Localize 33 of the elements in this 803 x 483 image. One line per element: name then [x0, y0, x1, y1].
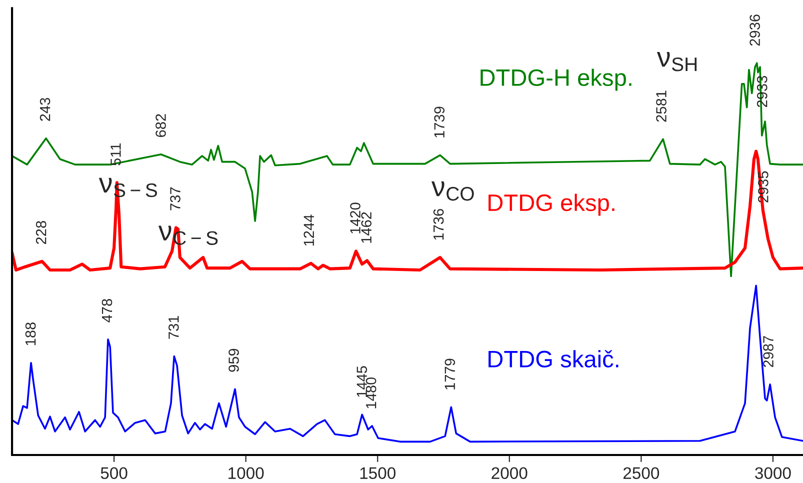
annotation: 2935: [758, 171, 768, 202]
annotation: 1445: [356, 366, 368, 397]
annotation: 2936: [750, 14, 760, 46]
annotation: 737: [170, 187, 180, 210]
x-tick-label: 3000: [755, 467, 791, 480]
annotation: 682: [156, 114, 166, 137]
annotation: 2581: [656, 90, 666, 122]
x-tick-label: 2500: [623, 467, 660, 480]
text: DTDG skaič.: [488, 350, 618, 368]
annotation: ν$_{SH}$: [656, 52, 697, 72]
annotation: 228: [36, 221, 46, 244]
annotation: 188: [25, 322, 36, 346]
x-tick-label: 2000: [492, 467, 528, 480]
annotation: 1739: [434, 106, 445, 138]
annotation: ν$_{CO}$: [431, 181, 474, 201]
annotation: 1736: [433, 208, 444, 240]
annotation: 243: [40, 98, 50, 121]
annotation: 2933: [756, 76, 768, 108]
x-tick-label: 1000: [228, 467, 264, 480]
text: DTDG-H eksp.: [480, 68, 632, 91]
annotation: 1462: [361, 212, 372, 243]
annotation: 478: [102, 299, 112, 322]
annotation: 1779: [444, 358, 456, 390]
annotation: 1480: [366, 377, 376, 408]
annotation: 511: [110, 143, 121, 166]
annotation: 1244: [304, 214, 314, 246]
x-tick-label: 1500: [360, 467, 396, 480]
annotation: 2987: [763, 336, 774, 368]
x-tick-label: 500: [100, 467, 128, 480]
annotation: 1420: [350, 202, 360, 234]
text: DTDG eksp.: [488, 194, 614, 216]
annotation: 731: [168, 316, 179, 339]
annotation: 959: [228, 348, 239, 372]
